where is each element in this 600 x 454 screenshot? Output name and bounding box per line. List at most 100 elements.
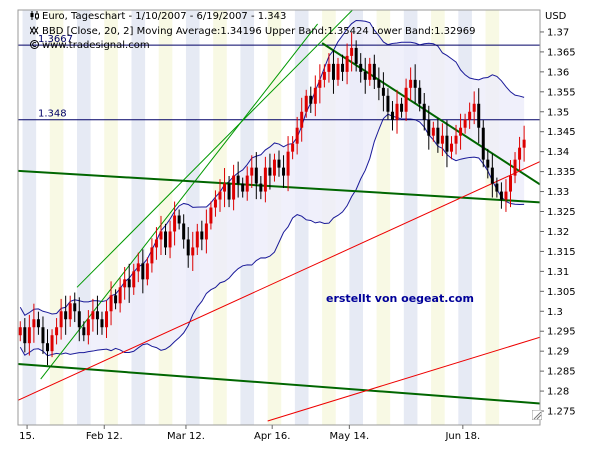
candle-body (86, 319, 90, 336)
candle-body (277, 159, 281, 168)
bands-icon (29, 25, 39, 36)
candle-body (400, 103, 404, 112)
candle-body (286, 151, 290, 176)
source-credit-text: www.tradesignal.com (42, 40, 150, 51)
y-tick-label: 1.345 (547, 127, 576, 138)
candle-body (145, 263, 149, 280)
candle-body (449, 143, 453, 152)
candle-body (186, 239, 190, 256)
candle-body (295, 127, 299, 144)
candle-body (245, 175, 249, 192)
candle-body (495, 183, 499, 192)
y-tick-label: 1.325 (547, 207, 576, 218)
candle-body (436, 127, 440, 144)
x-tick-label: Jun 18. (444, 431, 480, 442)
candle-body (463, 119, 467, 128)
x-tick-label: 15. (19, 431, 35, 442)
candle-body (209, 207, 213, 224)
candle-body (32, 319, 36, 328)
candle-body (386, 95, 390, 112)
candle-body (154, 239, 158, 248)
x-tick-label: Mar 12. (167, 431, 205, 442)
candle-body (504, 191, 508, 200)
background-stripe (485, 10, 500, 425)
candle-body (204, 223, 208, 240)
candle-body (513, 159, 517, 176)
candle-body (46, 343, 50, 352)
candle-body (477, 103, 481, 128)
chart-title: Euro, Tageschart - 1/10/2007 - 6/19/2007… (30, 11, 286, 22)
candle-body (200, 231, 204, 240)
y-tick-label: 1.33 (547, 187, 569, 198)
lower-band-line (19, 113, 525, 357)
background-stripe (104, 10, 118, 425)
candle-body (195, 231, 199, 248)
candle-body (490, 167, 494, 184)
candle-body (177, 215, 181, 224)
background-stripe (77, 10, 91, 425)
candle-body (454, 135, 458, 144)
candle-body (100, 319, 104, 328)
candle-body (18, 327, 22, 336)
candle-body (327, 63, 331, 72)
candle-body (390, 111, 394, 120)
candle-body (445, 135, 449, 152)
candle-body (359, 63, 363, 72)
candle-body (164, 231, 168, 248)
resize-handle-icon[interactable] (531, 405, 543, 421)
candle-body (381, 87, 385, 96)
candle-body (336, 63, 340, 80)
candle-body (168, 231, 172, 248)
candle-body (105, 311, 109, 328)
trendline (267, 336, 540, 422)
candle-body (309, 95, 313, 104)
background-stripe (131, 10, 146, 425)
candle-body (304, 95, 308, 112)
candle-body (159, 231, 163, 240)
candle-body (372, 63, 376, 80)
watermark-text: erstellt von oegeat.com (326, 292, 474, 305)
trendline (18, 169, 540, 204)
candle-body (459, 127, 463, 136)
candle-body (41, 327, 45, 344)
candle-body (127, 279, 131, 288)
candle-body (518, 147, 522, 160)
y-tick-label: 1.32 (547, 227, 569, 238)
candle-body (213, 199, 217, 208)
candle-body (23, 327, 27, 344)
candle-body (173, 215, 177, 232)
candle-body (431, 127, 435, 136)
candle-body (404, 87, 408, 112)
candle-body (468, 111, 472, 120)
candle-body (313, 87, 317, 104)
y-tick-label: 1.35 (547, 107, 569, 118)
y-tick-label: 1.295 (547, 327, 576, 338)
level-line-label: 1.348 (38, 109, 67, 120)
candle-body (508, 175, 512, 192)
candle-body (486, 159, 490, 168)
y-tick-label: 1.285 (547, 367, 576, 378)
source-credit: www.tradesignal.com (30, 40, 150, 51)
candle-body (368, 63, 372, 80)
candle-body (27, 327, 31, 344)
trendline (40, 23, 318, 380)
y-tick-label: 1.335 (547, 167, 576, 178)
upper-band-line (19, 19, 525, 316)
candle-body (282, 167, 286, 176)
candle-body (236, 175, 240, 184)
y-tick-label: 1.29 (547, 347, 569, 358)
candle-body (109, 295, 113, 312)
candle-body (77, 311, 81, 328)
y-tick-label: 1.365 (547, 47, 576, 58)
candle-body (223, 183, 227, 192)
candle-body (73, 303, 77, 312)
y-tick-label: 1.34 (547, 147, 569, 158)
candle-body (250, 167, 254, 176)
copyright-icon (30, 40, 39, 49)
trendline (18, 362, 540, 405)
candle-body (377, 79, 381, 88)
candle-body (64, 311, 68, 320)
candle-body (427, 119, 431, 136)
indicator-legend: BBD [Close, 20, 2] Moving Average:1.3419… (29, 25, 475, 37)
